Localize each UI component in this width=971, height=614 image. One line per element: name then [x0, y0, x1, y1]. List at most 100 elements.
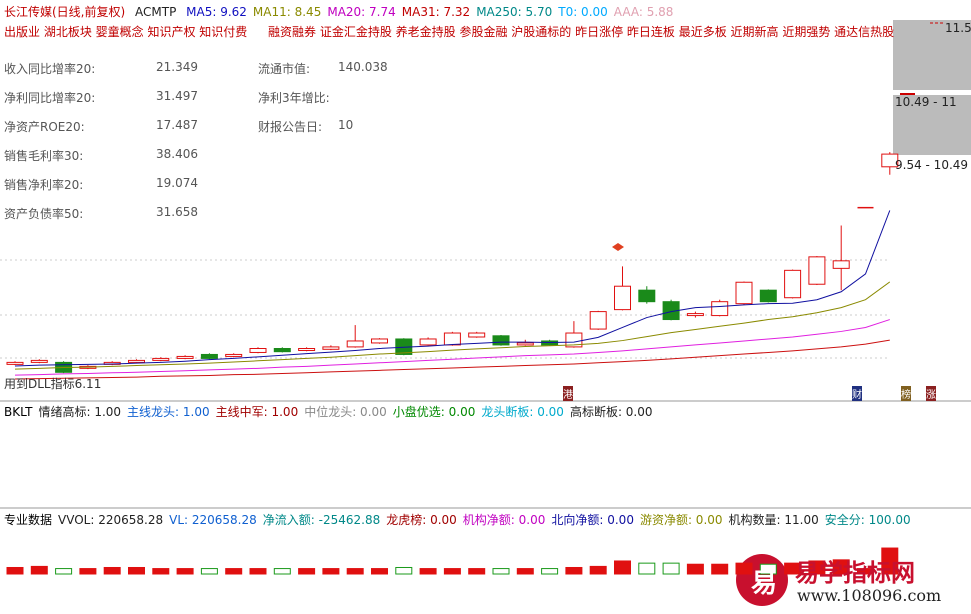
ma-value: MA11: 8.45	[252, 5, 322, 19]
volume-bar	[419, 568, 437, 575]
finance-value: 10	[338, 118, 354, 132]
volume-bar	[443, 568, 461, 575]
volume-bar	[565, 566, 583, 575]
candle-body	[492, 335, 510, 346]
indicator-value: 主线龙头: 1.00	[127, 405, 210, 419]
finance-value: 31.497	[156, 89, 198, 103]
candle-body	[759, 289, 777, 303]
ma-value: MA250: 5.70	[476, 5, 553, 19]
candle-body	[273, 348, 291, 353]
ma-value: MA31: 7.32	[401, 5, 471, 19]
volume-bar	[6, 566, 24, 575]
price-label: 10.49 - 11	[895, 95, 957, 109]
price-label: 9.54 - 10.49	[895, 158, 969, 172]
price-box	[893, 20, 971, 90]
ma-line	[14, 339, 890, 380]
event-tag: 榜	[901, 386, 911, 401]
candle-body	[419, 338, 437, 346]
volume-bar	[79, 568, 97, 575]
volume-bar	[55, 568, 73, 575]
finance-value: 31.658	[156, 205, 198, 219]
volume-bar	[686, 563, 704, 575]
stock-title: 长江传媒(日线,前复权)	[4, 5, 126, 19]
event-tag: 涨	[926, 386, 936, 401]
indicator-value: 小盘优选: 0.00	[392, 405, 476, 419]
finance-value: 19.074	[156, 176, 198, 190]
dll-note: 用到DLL指标6.11	[4, 377, 102, 391]
ma-list: MA5: 9.62 MA11: 8.45 MA20: 7.74 MA31: 7.32 M…	[186, 5, 679, 19]
finance-value: 21.349	[156, 60, 198, 74]
tag-line: 融资融券 证金汇金持股 养老金持股 参股金融 沪股通标的 昨日涨停 昨日连板 最…	[268, 25, 895, 39]
finance-label: 流通市值:	[258, 62, 311, 76]
finance-label: 资产负债率50:	[4, 207, 84, 221]
candle-body	[638, 289, 656, 303]
indicator-value: 龙虎榜: 0.00	[386, 513, 457, 527]
panel2-legend: BKLT 情绪高标: 1.00 主线龙头: 1.00 主线中军: 1.00 中位龙头: …	[4, 403, 665, 420]
candle-body	[808, 256, 826, 285]
volume-bar	[225, 568, 243, 575]
event-tag: 财	[852, 386, 862, 401]
finance-value: 140.038	[338, 60, 388, 74]
candle-body	[225, 353, 243, 357]
indicator-value: 游资净额: 0.00	[639, 513, 723, 527]
finance-label: 财报公告日:	[258, 120, 323, 134]
volume-bar	[298, 568, 316, 575]
candle-body	[784, 269, 802, 299]
tag-line: 出版业 湖北板块 婴童概念 知识产权 知识付费	[4, 25, 248, 39]
ma-line	[14, 281, 891, 370]
volume-bar	[759, 563, 777, 575]
volume-bar	[200, 568, 218, 575]
candle-body	[249, 348, 267, 353]
volume-bar	[249, 568, 267, 575]
volume-bar	[784, 562, 802, 575]
finance-value: 38.406	[156, 147, 198, 161]
volume-bar	[30, 565, 48, 575]
indicator-value: 北向净额: 0.00	[551, 513, 634, 527]
price-box	[893, 95, 971, 155]
ma-value: MA20: 7.74	[327, 5, 396, 19]
volume-bar	[346, 568, 364, 575]
header: 长江传媒(日线,前复权) ACMTP MA5: 9.62 MA11: 8.45 MA…	[4, 3, 685, 20]
ma-value: AAA: 5.88	[613, 5, 674, 19]
finance-label: 销售净利率20:	[4, 178, 84, 192]
candle-body	[711, 301, 729, 317]
indicator-value: 主线中军: 1.00	[215, 405, 299, 419]
candle-body	[565, 332, 583, 348]
candle-body	[322, 346, 340, 350]
volume-bar	[176, 568, 194, 575]
indicator-value: 机构数量: 11.00	[728, 513, 819, 527]
event-tag: 港	[563, 386, 573, 401]
volume-bar	[735, 562, 753, 575]
candle-body	[128, 359, 145, 363]
volume-bar	[638, 562, 656, 575]
watermark-url: www.108096.com	[797, 586, 942, 605]
grid	[0, 259, 890, 359]
watermark-icon: 易	[751, 569, 778, 599]
indicator-value: 中位龙头: 0.00	[304, 405, 387, 419]
volume-bar	[395, 566, 413, 575]
ma-line	[14, 210, 891, 367]
panel-name: 专业数据	[4, 513, 53, 527]
indicator-value: 安全分: 100.00	[824, 513, 911, 527]
volume-bar	[711, 563, 729, 575]
candle-body	[881, 153, 899, 168]
indicator-value: VVOL: 220658.28	[58, 513, 164, 527]
volume-bar	[881, 547, 899, 575]
finance-label: 净资产ROE20:	[4, 120, 85, 134]
watermark-name: 易学指标网	[795, 559, 915, 587]
panel-name: BKLT	[4, 405, 33, 419]
volume-bar	[832, 559, 850, 575]
indicator-value: VL: 220658.28	[169, 513, 257, 527]
indicator-value: 高标断板: 0.00	[569, 405, 653, 419]
volume-bar	[541, 568, 559, 575]
indicator-value: 龙头断板: 0.00	[481, 405, 564, 419]
panel3-legend: 专业数据 VVOL: 220658.28 VL: 220658.28 净流入额: -2…	[4, 511, 923, 528]
finance-label: 收入同比增率20:	[4, 62, 96, 76]
volume-bar	[273, 568, 291, 575]
butterfly-icon	[612, 243, 624, 251]
volume-bar	[152, 568, 170, 575]
candle-body	[443, 332, 461, 346]
volume-bar	[808, 560, 826, 575]
